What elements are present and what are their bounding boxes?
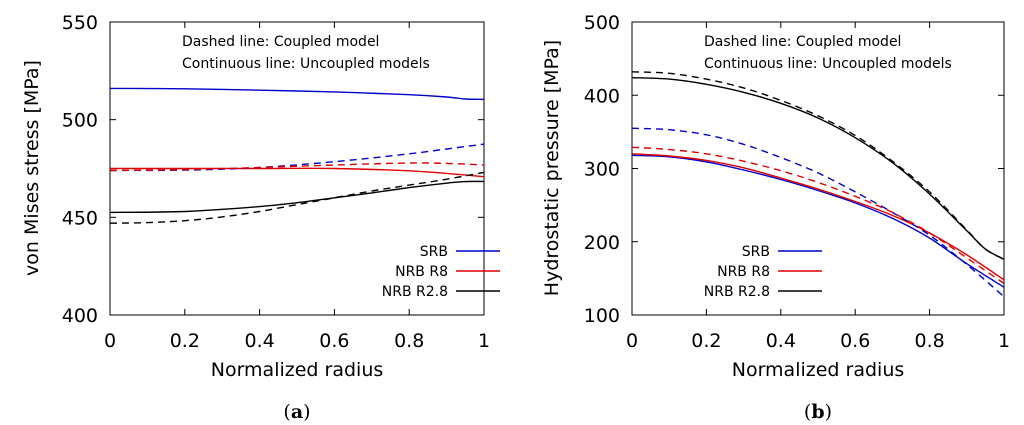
caption-a: (a) (283, 401, 310, 423)
series-line-dashed-coupled-3 (632, 127, 1004, 298)
legend-label: NRB R8 (717, 264, 770, 280)
x-axis-label: Normalized radius (211, 359, 384, 381)
x-tick-label: 0 (104, 330, 116, 352)
legend-label: NRB R2.8 (704, 284, 770, 300)
series-line-srb (632, 154, 1004, 288)
x-axis-label: Normalized radius (732, 359, 905, 381)
y-tick-label: 400 (62, 305, 98, 327)
legend-label: SRB (742, 244, 770, 260)
y-tick-label: 100 (584, 305, 620, 327)
x-tick-label: 0.6 (840, 330, 870, 352)
series-group (632, 71, 1004, 298)
legend-label: SRB (420, 244, 448, 260)
x-tick-label: 0.8 (394, 330, 424, 352)
chart-a: 0 0.2 0.4 0.6 0.8 1 400 450 500 550 Normalized ra… (21, 12, 500, 423)
x-tick-label: 0.4 (766, 330, 796, 352)
axis-ticks: 0 0.2 0.4 0.6 0.8 1 400 450 500 550 (62, 12, 490, 352)
axis-ticks: 0 0.2 0.4 0.6 0.8 1 100 200 300 400 500 (584, 12, 1010, 352)
x-tick-label: 0.2 (691, 330, 721, 352)
series-line-dashed-coupled-3 (110, 143, 484, 172)
series-line-nrb-r2-8 (110, 180, 484, 214)
y-tick-label: 200 (584, 232, 620, 254)
y-tick-label: 300 (584, 159, 620, 181)
x-tick-label: 0.2 (170, 330, 200, 352)
series-line-dashed-coupled-5 (110, 171, 484, 224)
y-axis-label: Hydrostatic pressure [MPa] (541, 40, 563, 296)
y-tick-label: 500 (584, 12, 620, 34)
legend: SRB NRB R8 NRB R2.8 (382, 244, 500, 300)
series-line-dashed-coupled-4 (110, 162, 484, 172)
legend-label: NRB R8 (395, 264, 448, 280)
series-group (110, 87, 484, 224)
y-tick-label: 550 (62, 12, 98, 34)
annotation-dashed: Dashed line: Coupled model (704, 34, 901, 50)
legend: SRB NRB R8 NRB R2.8 (704, 244, 822, 300)
series-line-dashed-coupled-5 (632, 71, 1004, 260)
series-line-nrb-r8 (632, 153, 1004, 281)
series-line-nrb-r2-8 (632, 77, 1004, 260)
series-line-nrb-r8 (110, 167, 484, 178)
x-tick-label: 1 (478, 330, 490, 352)
x-tick-label: 0 (626, 330, 638, 352)
legend-label: NRB R2.8 (382, 284, 448, 300)
annotation-dashed: Dashed line: Coupled model (182, 34, 379, 50)
x-tick-label: 0.4 (244, 330, 274, 352)
annotation-continuous: Continuous line: Uncoupled models (704, 56, 952, 72)
caption-b: (b) (804, 401, 832, 423)
series-line-srb (110, 87, 484, 101)
annotation-continuous: Continuous line: Uncoupled models (182, 56, 430, 72)
x-tick-label: 0.8 (914, 330, 944, 352)
series-line-dashed-coupled-4 (632, 146, 1004, 285)
x-tick-label: 1 (998, 330, 1010, 352)
x-tick-label: 0.6 (319, 330, 349, 352)
y-tick-label: 500 (62, 110, 98, 132)
y-axis-label: von Mises stress [MPa] (21, 60, 43, 276)
y-tick-label: 450 (62, 207, 98, 229)
y-tick-label: 400 (584, 85, 620, 107)
chart-b: 0 0.2 0.4 0.6 0.8 1 100 200 300 400 500 Normalized… (541, 12, 1010, 423)
